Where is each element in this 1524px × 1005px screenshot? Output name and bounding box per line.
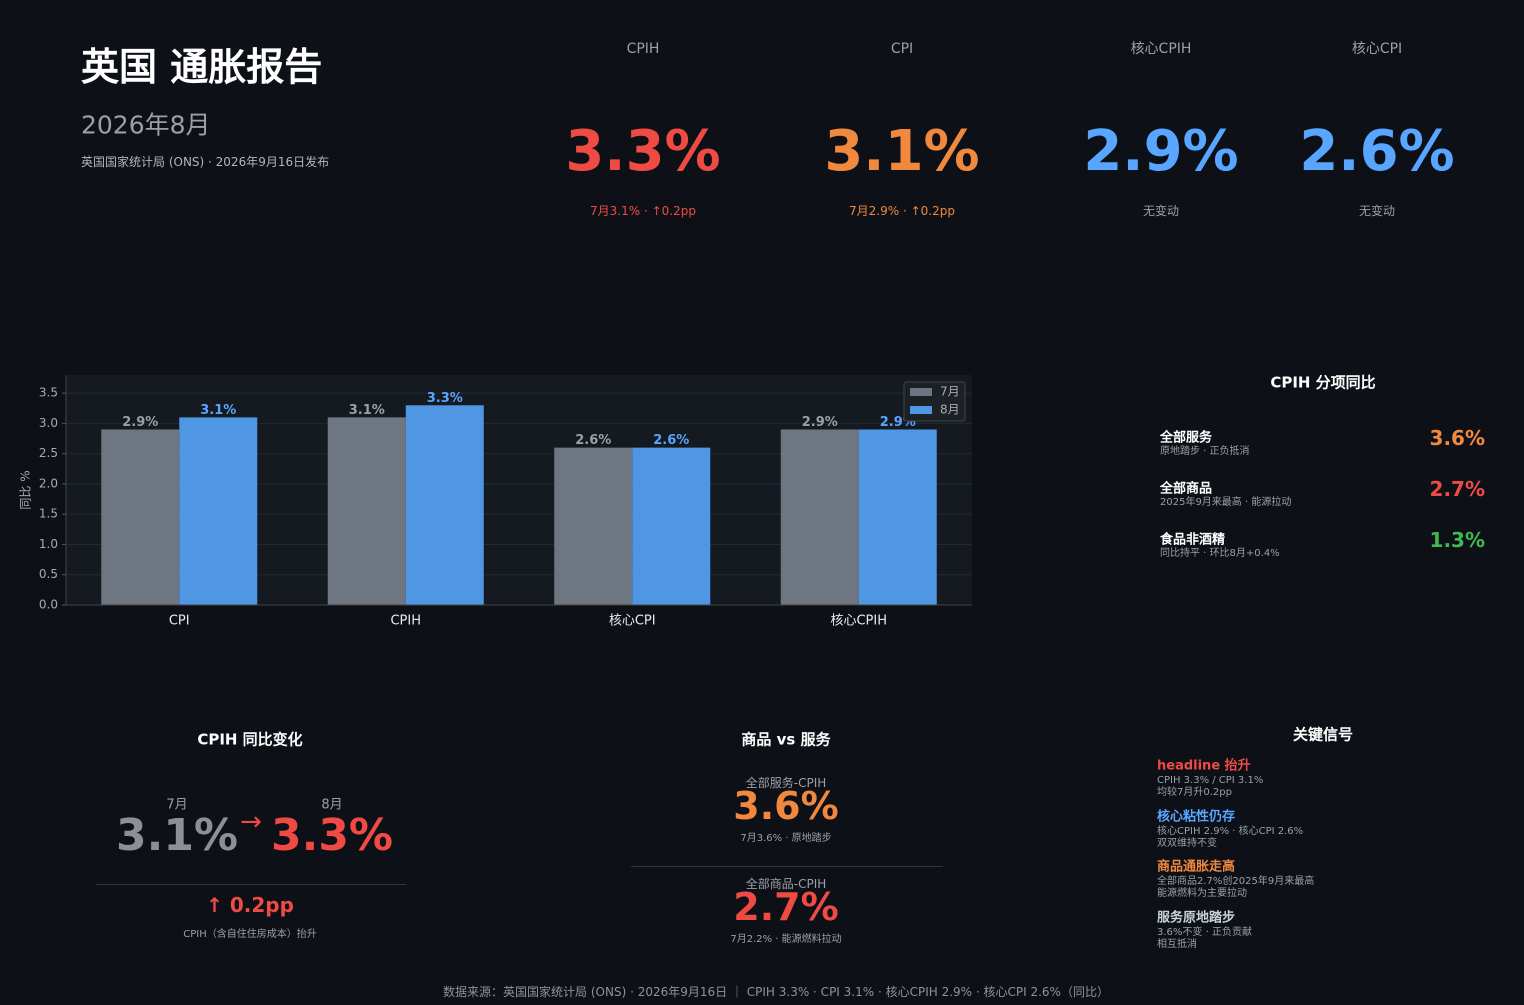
legend-label: 7月 (940, 385, 960, 399)
bar (101, 429, 180, 605)
signal-title: headline 抬升 (1157, 758, 1251, 774)
signal-line: 相互抵消 (1157, 939, 1197, 951)
value-label: 3.3% (427, 391, 463, 406)
kpi-label: CPIH (626, 41, 660, 57)
delta-note: CPIH（含自住住房成本）抬升 (183, 929, 317, 940)
item-note: 原地踏步 · 正负抵消 (1160, 446, 1250, 457)
kpi-value: 2.9% (1083, 119, 1239, 184)
value-label: 3.1% (349, 403, 385, 418)
y-tick-label: 1.5 (39, 507, 58, 521)
kpi-value: 3.1% (824, 119, 980, 184)
y-tick-label: 0.5 (39, 567, 58, 581)
signal-line: 3.6%不变 · 正负贡献 (1157, 927, 1252, 939)
item-note: 同比持平 · 环比8月+0.4% (1160, 548, 1280, 559)
divider (631, 866, 943, 867)
item-note: 2025年9月来最高 · 能源拉动 (1160, 497, 1292, 508)
footer: 数据来源：英国国家统计局 (ONS) · 2026年9月16日 ｜ CPIH 3… (443, 985, 1109, 999)
from-label: 7月 (166, 797, 188, 813)
signal-line: 全部商品2.7%创2025年9月来最高 (1157, 876, 1315, 888)
bar-chart: 0.0 0.5 1.0 1.5 2.0 2.5 3.0 3.5 CPI 2.9% 3.1% CPIH 3… (19, 375, 972, 629)
y-tick-label: 1.0 (39, 537, 58, 551)
kpi-label: CPI (890, 41, 914, 57)
bar (554, 447, 633, 605)
signal-line: 双双维持不变 (1157, 837, 1217, 849)
delta: ↑ 0.2pp (206, 893, 294, 917)
item-value: 1.3% (1429, 528, 1485, 552)
panel-title: CPIH 分项同比 (1270, 373, 1376, 392)
item-value: 2.7% (1429, 477, 1485, 501)
from-value: 3.1% (115, 810, 239, 861)
gs-label: 全部服务-CPIH (745, 776, 827, 790)
panel-title: 商品 vs 服务 (741, 730, 831, 749)
x-tick-label: 核心CPIH (830, 614, 887, 629)
signal-title: 核心粘性仍存 (1157, 809, 1236, 825)
gs-value: 2.7% (733, 885, 839, 929)
value-label: 2.9% (122, 415, 158, 430)
signal-line: 能源燃料为主要拉动 (1157, 888, 1247, 900)
y-tick-label: 0.0 (39, 598, 58, 612)
bar (780, 429, 859, 605)
signal-line: 均较7月升0.2pp (1157, 787, 1232, 798)
source: 英国国家统计局 (ONS) · 2026年9月16日发布 (81, 155, 330, 169)
legend-label: 8月 (940, 403, 960, 417)
bar (632, 447, 711, 605)
y-tick-label: 2.0 (39, 476, 58, 490)
gs-value: 3.6% (733, 784, 839, 828)
kpi-note: 无变动 (1142, 204, 1180, 218)
value-label: 2.9% (802, 415, 838, 430)
signal-title: 服务原地踏步 (1157, 910, 1236, 926)
panel-title: 关键信号 (1292, 725, 1354, 744)
y-axis-label: 同比 % (19, 470, 33, 509)
signal-line: 核心CPIH 2.9% · 核心CPI 2.6% (1157, 825, 1304, 837)
item-name: 全部服务 (1160, 430, 1213, 446)
gs-note: 7月2.2% · 能源燃料拉动 (730, 934, 842, 945)
kpi-label: 核心CPI (1351, 41, 1403, 57)
x-tick-label: CPI (169, 614, 190, 629)
bar (858, 429, 937, 605)
kpi-label: 核心CPIH (1130, 41, 1192, 57)
legend-swatch (910, 388, 932, 396)
bar (179, 417, 258, 605)
kpi-value: 2.6% (1299, 119, 1455, 184)
kpi-note: 7月2.9% · ↑0.2pp (849, 204, 955, 218)
kpi-note: 7月3.1% · ↑0.2pp (590, 204, 696, 218)
y-tick-label: 3.5 (39, 386, 58, 400)
item-name: 全部商品 (1160, 481, 1213, 497)
title: 英国 通胀报告 (81, 45, 323, 89)
legend-swatch (910, 406, 932, 414)
bar (405, 405, 484, 605)
x-tick-label: 核心CPI (609, 614, 656, 629)
gs-note: 7月3.6% · 原地踏步 (740, 833, 832, 844)
kpi-note: 无变动 (1358, 204, 1396, 218)
arrow: → (240, 807, 262, 837)
y-tick-label: 2.5 (39, 446, 58, 460)
item-value: 3.6% (1429, 426, 1485, 450)
item-name: 食品非酒精 (1160, 532, 1226, 548)
divider (96, 884, 406, 885)
panel-title: CPIH 同比变化 (197, 730, 303, 749)
value-label: 2.6% (575, 433, 611, 448)
date: 2026年8月 (81, 110, 211, 140)
bar (327, 417, 406, 605)
gs-label: 全部商品-CPIH (745, 877, 827, 891)
kpi-value: 3.3% (565, 119, 721, 184)
signal-line: CPIH 3.3% / CPI 3.1% (1157, 775, 1264, 786)
value-label: 3.1% (200, 403, 236, 418)
to-label: 8月 (321, 797, 343, 813)
value-label: 2.6% (653, 433, 689, 448)
to-value: 3.3% (270, 810, 394, 861)
y-tick-label: 3.0 (39, 416, 58, 430)
x-tick-label: CPIH (390, 614, 421, 629)
signal-title: 商品通胀走高 (1157, 859, 1236, 875)
